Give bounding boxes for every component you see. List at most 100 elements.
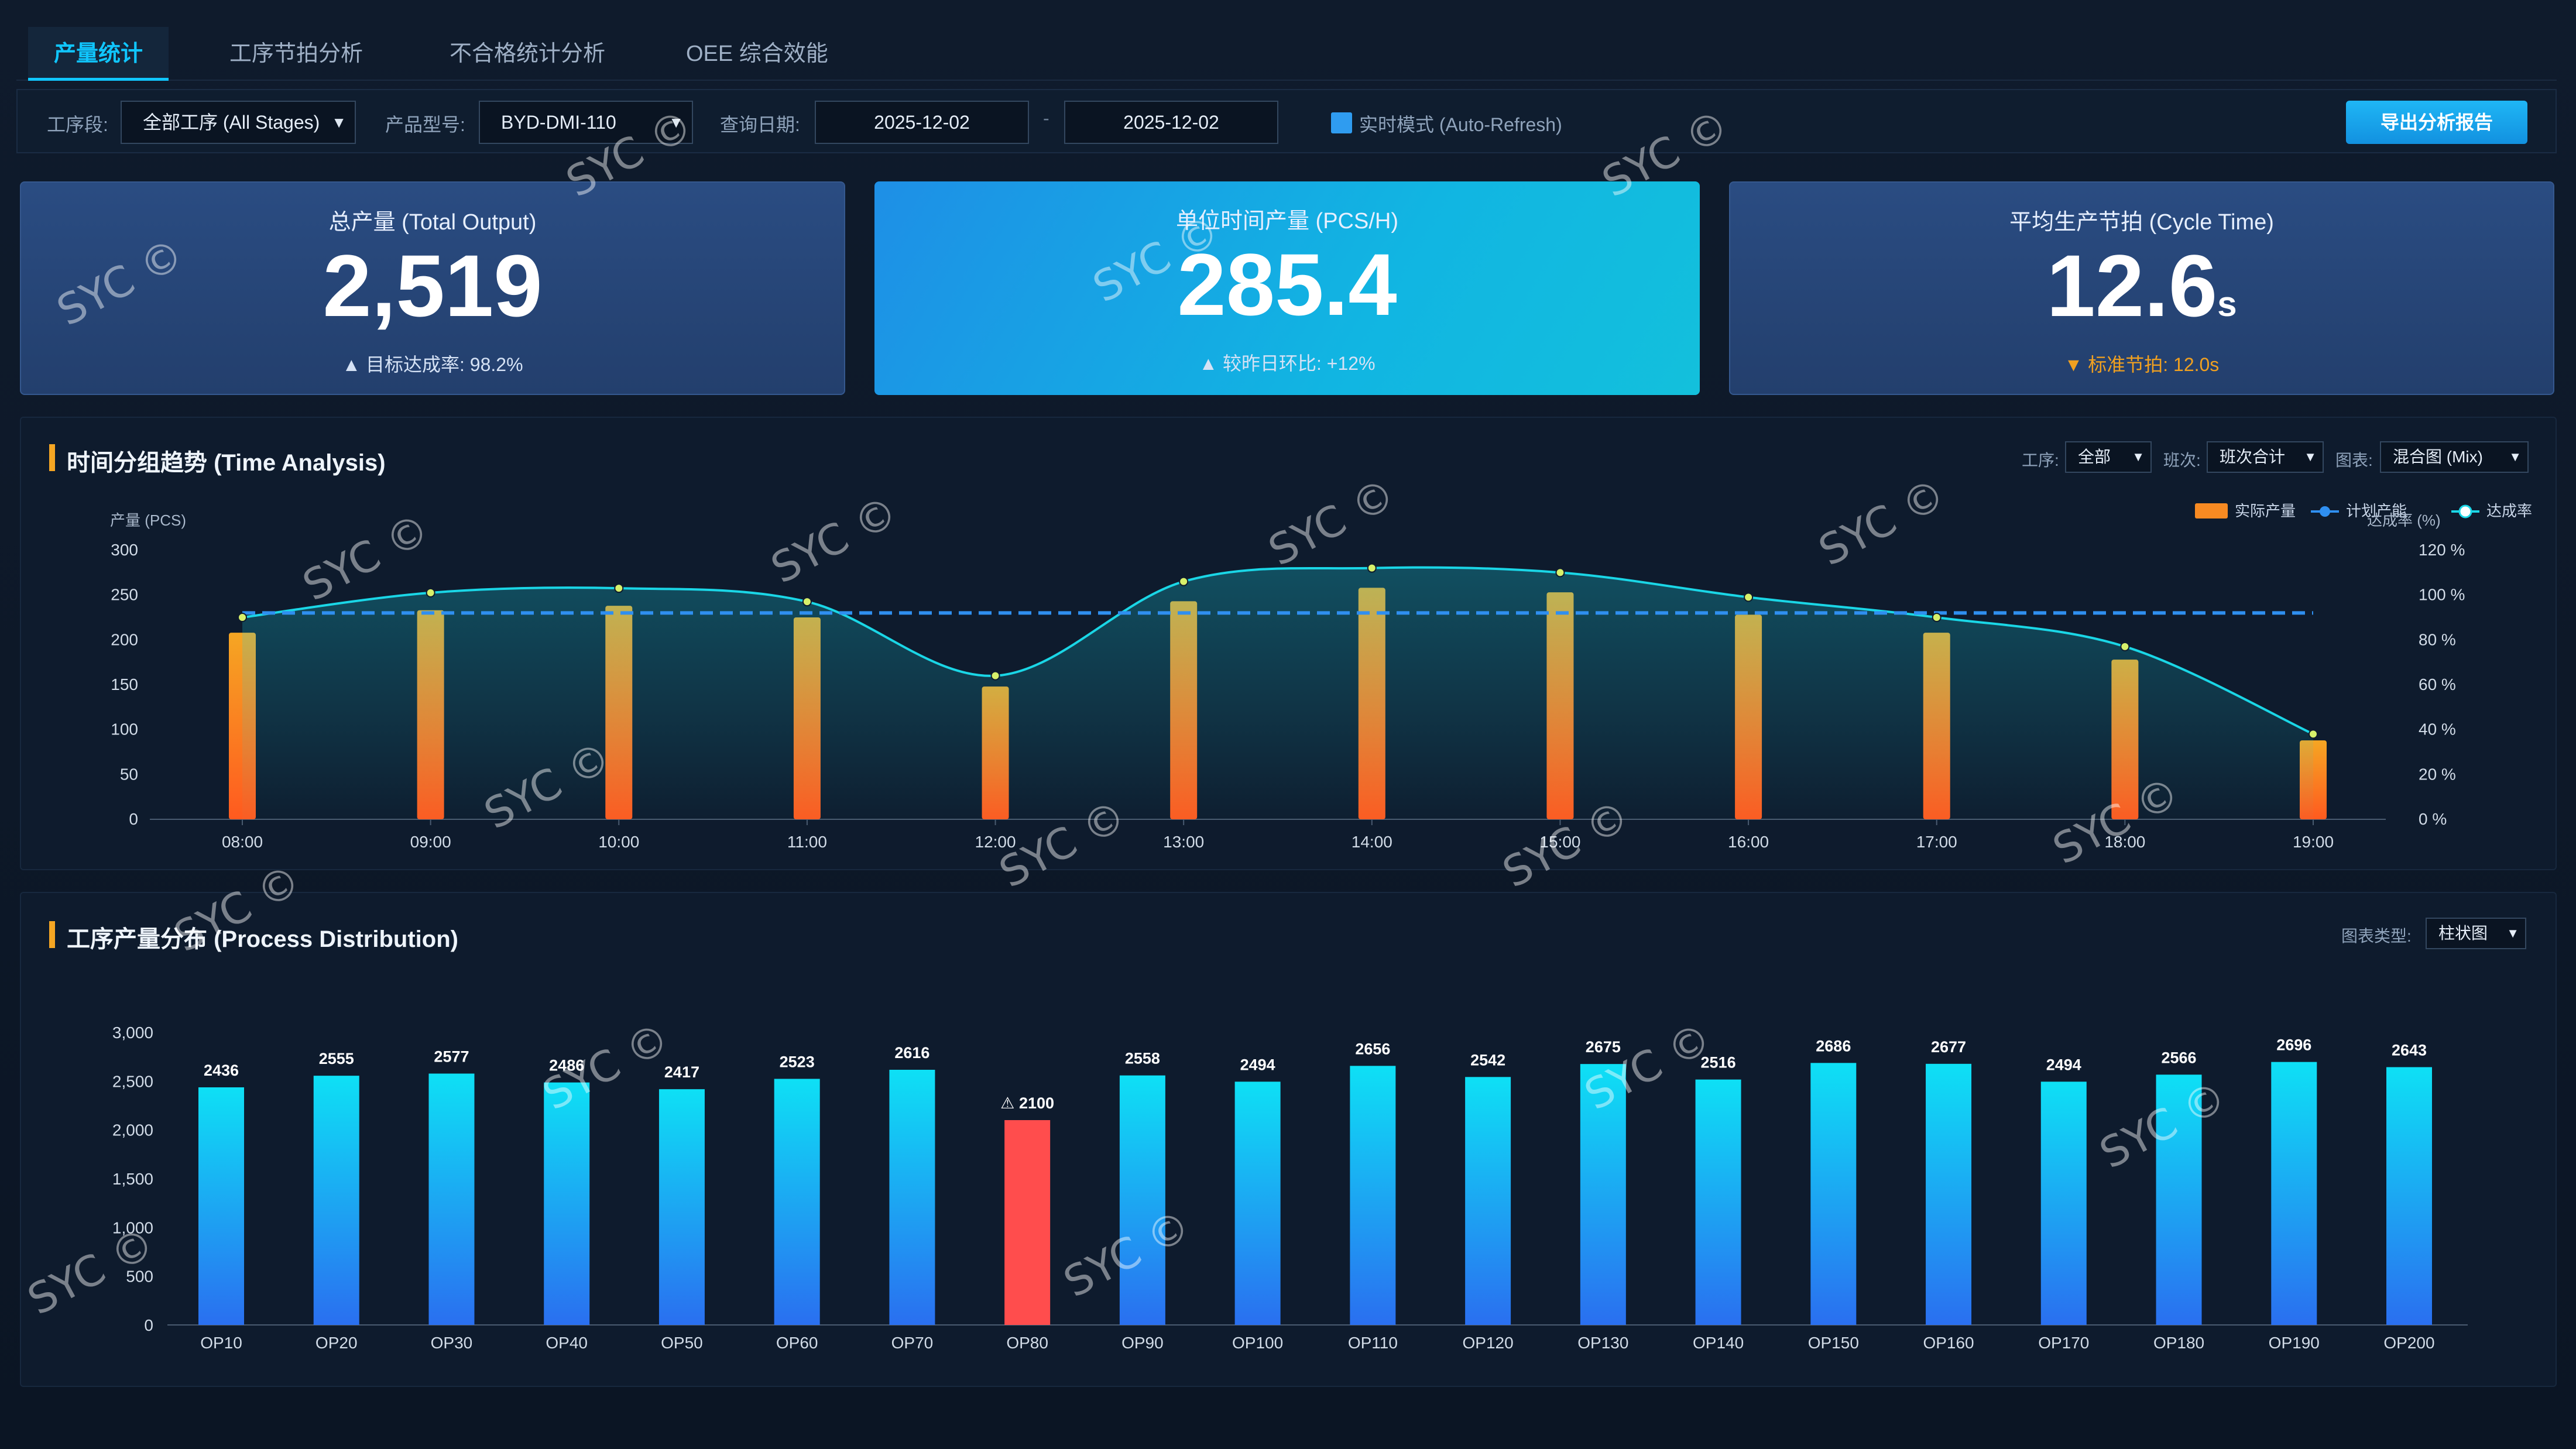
- bar-value-label: 2675: [1586, 1038, 1621, 1056]
- y-tick-label: 0: [144, 1316, 153, 1334]
- rate-point: [426, 588, 435, 598]
- x-tick-label: OP180: [2153, 1334, 2204, 1352]
- date-to-input[interactable]: 2025-12-02: [1064, 101, 1278, 144]
- bar-output-alert: [1004, 1120, 1051, 1325]
- tab-oee[interactable]: OEE 综合效能: [686, 42, 828, 66]
- x-tick-label: OP130: [1577, 1334, 1628, 1352]
- rate-point: [1744, 592, 1754, 602]
- y-tick-label: 0: [129, 810, 138, 828]
- model-select[interactable]: BYD-DMI-110 ▼: [479, 101, 693, 144]
- rate-point: [1932, 613, 1942, 622]
- export-report-button[interactable]: 导出分析报告: [2346, 101, 2527, 144]
- date-from-input[interactable]: 2025-12-02: [815, 101, 1029, 144]
- bar-output: [774, 1079, 820, 1325]
- bar-value-label: 2656: [1355, 1040, 1390, 1057]
- x-tick-label: 09:00: [410, 833, 451, 851]
- bar-output: [1465, 1077, 1511, 1325]
- dist-chart-type-select[interactable]: 柱状图 ▼: [2426, 918, 2526, 949]
- model-select-value: BYD-DMI-110: [501, 112, 616, 133]
- rate-point: [2309, 729, 2318, 739]
- kpi-hourly-output: 单位时间产量 (PCS/H) 285.4 ▲ 较昨日环比: +12%: [874, 181, 1700, 395]
- x-tick-label: OP70: [891, 1334, 934, 1352]
- chart-type-select[interactable]: 混合图 (Mix) ▼: [2380, 441, 2529, 473]
- chart-type-value: 混合图 (Mix): [2393, 448, 2483, 466]
- chevron-down-icon: ▼: [2509, 449, 2522, 464]
- x-tick-label: 15:00: [1539, 833, 1580, 851]
- x-tick-label: OP60: [776, 1334, 818, 1352]
- x-tick-label: OP50: [661, 1334, 703, 1352]
- y-tick-label: 1,000: [112, 1218, 153, 1237]
- process-filter-select[interactable]: 全部 ▼: [2065, 441, 2152, 473]
- kpi-rate-sub: ▲ 较昨日环比: +12%: [1199, 353, 1376, 374]
- y-tick-label: 300: [111, 541, 138, 559]
- legend-plan-label: 计划产能: [2346, 502, 2407, 520]
- bar-output: [889, 1070, 935, 1325]
- dist-chart-type-value: 柱状图: [2438, 924, 2488, 942]
- bar-output: [2271, 1062, 2317, 1325]
- x-tick-label: 08:00: [222, 833, 263, 851]
- x-tick-label: OP120: [1463, 1334, 1514, 1352]
- bar-value-label: 2494: [1240, 1056, 1275, 1073]
- bar-value-label: 2486: [549, 1057, 584, 1074]
- bar-output: [1119, 1075, 1165, 1325]
- shift-filter-select[interactable]: 班次合计 ▼: [2207, 441, 2324, 473]
- bar-value-label: ⚠ 2100: [1000, 1094, 1054, 1112]
- bar-value-label: 2436: [204, 1062, 239, 1079]
- bar-output: [1926, 1063, 1972, 1325]
- kpi-total-sub: ▲ 目标达成率: 98.2%: [342, 354, 523, 375]
- x-tick-label: 11:00: [787, 833, 827, 851]
- title-accent-bar: [49, 921, 55, 948]
- rate-point: [2120, 641, 2130, 651]
- shift-filter-value: 班次合计: [2220, 448, 2286, 466]
- y-tick-label: 100: [111, 720, 138, 739]
- tab-cycle-analysis[interactable]: 工序节拍分析: [229, 42, 363, 66]
- bar-value-label: 2577: [434, 1048, 469, 1066]
- bar-output: [1810, 1063, 1857, 1325]
- process-distribution-panel: 工序产量分布 (Process Distribution) 图表类型: 柱状图 …: [20, 892, 2557, 1387]
- kpi-cycle-label: 平均生产节拍 (Cycle Time): [2009, 210, 2274, 235]
- rate-line: [242, 566, 2314, 736]
- bar-value-label: 2555: [319, 1050, 354, 1067]
- chevron-down-icon: ▼: [2304, 449, 2317, 464]
- bar-value-label: 2677: [1931, 1038, 1966, 1056]
- process-filter-label: 工序:: [2022, 451, 2059, 469]
- kpi-cycle-unit: s: [2217, 284, 2237, 324]
- stage-label: 工序段:: [47, 114, 108, 135]
- filter-bar: 工序段: 全部工序 (All Stages) ▼ 产品型号: BYD-DMI-1…: [16, 89, 2557, 153]
- y-tick-label: 500: [126, 1268, 153, 1286]
- x-tick-label: OP20: [315, 1334, 358, 1352]
- y-tick-label: 250: [111, 586, 138, 604]
- y-tick-label: 3,000: [112, 1024, 153, 1042]
- x-tick-label: OP140: [1693, 1334, 1744, 1352]
- chart-legend[interactable]: 实际产量 计划产能 达成率: [2195, 502, 2532, 520]
- legend-actual-swatch: [2195, 503, 2228, 519]
- tab-defect-analysis[interactable]: 不合格统计分析: [450, 42, 606, 66]
- x-tick-label: OP100: [1232, 1334, 1283, 1352]
- tab-output-stats[interactable]: 产量统计: [28, 27, 169, 81]
- bar-value-label: 2417: [664, 1063, 699, 1081]
- rate-point: [1555, 568, 1565, 578]
- kpi-rate-label: 单位时间产量 (PCS/H): [1175, 209, 1398, 234]
- bar-output: [2156, 1074, 2202, 1325]
- kpi-total-value: 2,519: [323, 236, 543, 335]
- kpi-total-output: 总产量 (Total Output) 2,519 ▲ 目标达成率: 98.2%: [20, 181, 845, 395]
- realtime-checkbox[interactable]: [1331, 112, 1352, 133]
- rate-point: [990, 671, 1000, 681]
- bar-output: [2040, 1081, 2087, 1325]
- stage-select[interactable]: 全部工序 (All Stages) ▼: [121, 101, 356, 144]
- dist-chart-type-label: 图表类型:: [2341, 927, 2412, 945]
- process-filter-value: 全部: [2078, 448, 2111, 466]
- bar-output: [428, 1073, 475, 1325]
- bar-output: [1580, 1064, 1626, 1325]
- bar-value-label: 2566: [2161, 1049, 2196, 1066]
- y2-tick-label: 100 %: [2419, 586, 2465, 604]
- x-tick-label: OP200: [2383, 1334, 2434, 1352]
- x-tick-label: OP30: [431, 1334, 473, 1352]
- y2-tick-label: 120 %: [2419, 541, 2465, 559]
- legend-plan-dot: [2320, 506, 2330, 517]
- x-tick-label: 13:00: [1163, 833, 1204, 851]
- y-tick-label: 150: [111, 675, 138, 693]
- legend-rate-dot: [2458, 504, 2472, 519]
- y-tick-label: 2,500: [112, 1072, 153, 1090]
